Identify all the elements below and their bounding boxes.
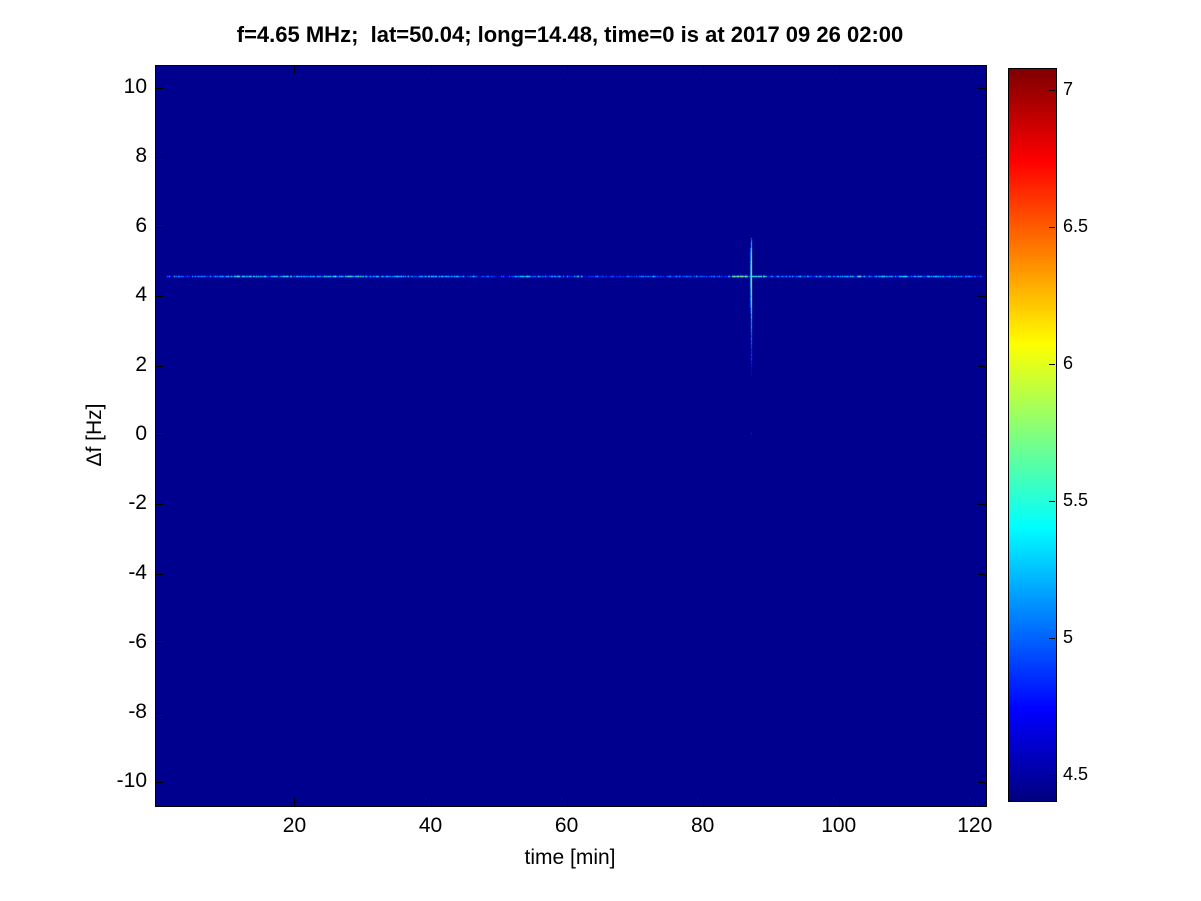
colorbar-tick-label: 5.5 <box>1063 490 1089 511</box>
y-tick-label: -8 <box>128 699 147 723</box>
y-tick-mark <box>155 643 163 645</box>
y-tick-mark-right <box>977 157 985 159</box>
y-tick-label: 8 <box>135 144 147 168</box>
y-tick-mark-right <box>977 573 985 575</box>
x-tick-mark <box>838 797 840 805</box>
colorbar-tick-mark <box>1049 89 1055 91</box>
chart-title: f=4.65 MHz; lat=50.04; long=14.48, time=… <box>236 22 904 47</box>
x-tick-mark-top <box>430 65 432 73</box>
x-tick-mark-top <box>702 65 704 73</box>
y-tick-mark <box>155 782 163 784</box>
x-tick-mark-top <box>838 65 840 73</box>
y-tick-mark <box>155 87 163 89</box>
y-tick-mark <box>155 573 163 575</box>
y-tick-label: 10 <box>123 74 147 98</box>
y-tick-mark-right <box>977 296 985 298</box>
colorbar-tick-label: 6.5 <box>1063 216 1089 236</box>
x-tick-mark <box>974 797 976 805</box>
colorbar-gradient <box>1009 69 1056 801</box>
x-tick-mark-top <box>974 65 976 73</box>
y-tick-mark-right <box>977 435 985 436</box>
x-tick-label: 20 <box>282 814 307 837</box>
y-tick-mark-right <box>977 87 985 89</box>
y-tick-mark <box>155 712 163 714</box>
y-tick-mark <box>155 157 163 159</box>
x-tick-mark-top <box>566 65 568 73</box>
colorbar-tick-label: 4.5 <box>1063 764 1089 785</box>
colorbar <box>1008 68 1057 802</box>
x-tick-label: 80 <box>690 814 715 837</box>
x-tick-label: 40 <box>418 814 443 837</box>
y-tick-mark <box>155 296 163 298</box>
y-tick-label: 4 <box>135 283 147 307</box>
heatmap-canvas <box>156 66 986 806</box>
y-tick-mark-right <box>977 226 985 228</box>
colorbar-tick-mark <box>1049 638 1055 640</box>
y-tick-mark-right <box>977 712 985 714</box>
colorbar-tick-mark <box>1049 501 1055 503</box>
x-tick-mark <box>294 797 296 805</box>
y-tick-mark-right <box>977 365 985 367</box>
colorbar-tick-mark <box>1049 364 1055 366</box>
y-tick-label: 6 <box>135 213 147 237</box>
x-tick-label: 120 <box>957 814 993 837</box>
colorbar-tick-mark <box>1049 227 1055 228</box>
y-tick-mark <box>155 504 163 506</box>
y-tick-mark <box>155 226 163 228</box>
y-tick-label: -6 <box>128 630 147 654</box>
y-tick-label: 0 <box>135 422 147 445</box>
y-tick-mark <box>155 365 163 367</box>
y-tick-label: -4 <box>128 560 147 584</box>
y-tick-label: -10 <box>116 769 147 793</box>
x-tick-label: 100 <box>821 814 857 837</box>
colorbar-tick-label: 6 <box>1063 353 1074 374</box>
colorbar-tick-mark <box>1049 775 1055 777</box>
y-tick-mark-right <box>977 643 985 645</box>
plot-area <box>155 65 987 807</box>
x-axis-label: time [min] <box>524 846 616 869</box>
colorbar-tick-label: 5 <box>1063 627 1074 648</box>
y-tick-label: -2 <box>128 491 147 515</box>
y-tick-label: 2 <box>135 352 147 376</box>
x-tick-label: 60 <box>554 814 579 837</box>
x-tick-mark <box>702 797 704 805</box>
colorbar-tick-label: 7 <box>1063 78 1074 99</box>
x-tick-mark <box>430 797 432 805</box>
y-tick-mark-right <box>977 782 985 784</box>
y-tick-mark <box>155 435 163 436</box>
x-tick-mark-top <box>294 65 296 73</box>
x-tick-mark <box>566 797 568 805</box>
y-tick-mark-right <box>977 504 985 506</box>
